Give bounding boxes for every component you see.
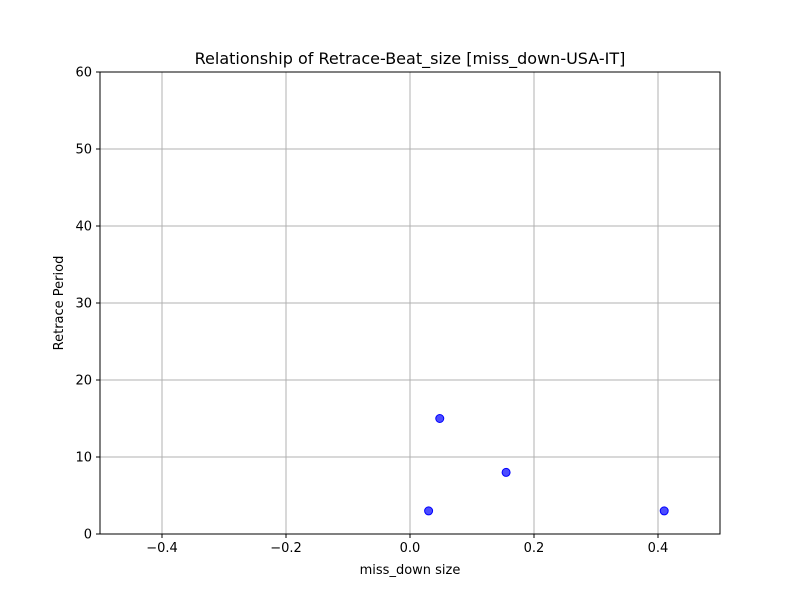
scatter-point: [659, 506, 669, 516]
y-axis-title: Retrace Period: [52, 256, 67, 351]
x-tick-label: 0.4: [648, 541, 669, 556]
grid: [100, 71, 720, 535]
y-tick-label: 50: [75, 143, 92, 158]
data-points: [424, 414, 669, 516]
y-tick-label: 60: [75, 66, 92, 81]
y-tick-label: 40: [75, 220, 92, 235]
y-tick-label: 20: [75, 374, 92, 389]
x-tick-label: −0.2: [270, 541, 302, 556]
y-tick-label: 0: [84, 528, 92, 543]
axis-ticks: −0.4 −0.2 0.0 0.2 0.4 0 10 20 30 40 50 60: [75, 66, 668, 557]
x-tick-label: 0.0: [400, 541, 421, 556]
y-tick-label: 30: [75, 297, 92, 312]
scatter-point: [435, 414, 445, 423]
x-axis-title: miss_down size: [360, 563, 461, 578]
scatter-point: [424, 506, 434, 516]
scatter-point: [501, 467, 511, 477]
x-tick-label: 0.2: [524, 541, 545, 556]
chart-title: Relationship of Retrace-Beat_size [miss_…: [195, 49, 626, 69]
y-tick-label: 10: [75, 451, 92, 466]
x-tick-label: −0.4: [146, 541, 178, 556]
